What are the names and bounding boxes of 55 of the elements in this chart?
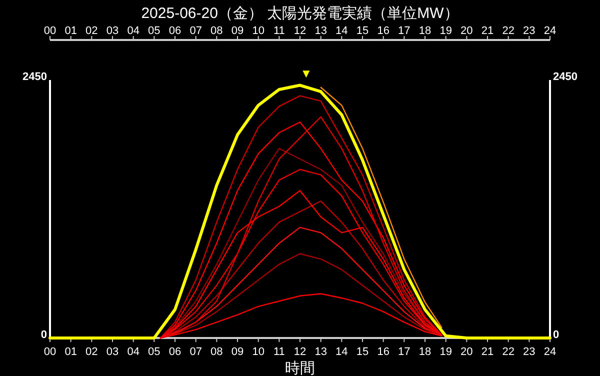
annotation: ▼ bbox=[300, 66, 312, 80]
x-tick-label: 18 bbox=[418, 346, 432, 358]
x-tick-label: 01 bbox=[64, 346, 77, 358]
x2-tick-label: 16 bbox=[377, 25, 390, 37]
x-tick-label: 09 bbox=[231, 346, 244, 358]
x-tick-label: 13 bbox=[314, 346, 327, 358]
x2-tick-label: 14 bbox=[336, 25, 348, 37]
x2-tick-label: 12 bbox=[294, 25, 306, 37]
x-tick-label: 17 bbox=[398, 346, 410, 358]
x-tick-label: 19 bbox=[440, 346, 452, 358]
y2-tick-label: 0 bbox=[553, 329, 560, 341]
x-tick-label: 23 bbox=[523, 346, 536, 358]
x2-tick-label: 05 bbox=[148, 25, 160, 37]
x2-tick-label: 08 bbox=[210, 25, 223, 37]
x2-tick-label: 19 bbox=[440, 25, 452, 37]
x2-tick-label: 07 bbox=[190, 25, 202, 37]
x-tick-label: 04 bbox=[127, 346, 140, 358]
x-tick-label: 05 bbox=[148, 346, 160, 358]
x2-tick-label: 09 bbox=[231, 25, 244, 37]
x-tick-label: 02 bbox=[86, 346, 98, 358]
x-axis-title: 時間 bbox=[285, 360, 315, 376]
x-tick-label: 06 bbox=[168, 346, 182, 358]
x2-tick-label: 03 bbox=[106, 25, 119, 37]
x-tick-label: 12 bbox=[294, 346, 306, 358]
x2-tick-label: 02 bbox=[86, 25, 98, 37]
x2-tick-label: 13 bbox=[314, 25, 327, 37]
x-tick-label: 24 bbox=[544, 346, 556, 358]
x2-tick-label: 10 bbox=[252, 25, 264, 37]
x2-tick-label: 17 bbox=[398, 25, 410, 37]
x-tick-label: 10 bbox=[252, 346, 264, 358]
x2-tick-label: 11 bbox=[273, 25, 285, 37]
x-tick-label: 15 bbox=[356, 346, 369, 358]
x2-tick-label: 21 bbox=[481, 25, 494, 37]
x-tick-label: 16 bbox=[377, 346, 390, 358]
x-tick-label: 20 bbox=[460, 346, 473, 358]
x2-tick-label: 23 bbox=[523, 25, 536, 37]
x-tick-label: 08 bbox=[210, 346, 223, 358]
x2-tick-label: 00 bbox=[44, 25, 56, 37]
x2-tick-label: 20 bbox=[460, 25, 473, 37]
x2-tick-label: 04 bbox=[127, 25, 140, 37]
x2-tick-label: 01 bbox=[64, 25, 77, 37]
x2-tick-label: 18 bbox=[418, 25, 432, 37]
x2-tick-label: 15 bbox=[356, 25, 369, 37]
x-tick-label: 14 bbox=[336, 346, 348, 358]
x2-tick-label: 22 bbox=[502, 25, 514, 37]
x2-tick-label: 06 bbox=[168, 25, 182, 37]
x-tick-label: 07 bbox=[190, 346, 202, 358]
x-tick-label: 00 bbox=[44, 346, 56, 358]
x-tick-label: 21 bbox=[481, 346, 494, 358]
x-tick-label: 03 bbox=[106, 346, 119, 358]
x-tick-label: 11 bbox=[273, 346, 285, 358]
x2-tick-label: 24 bbox=[544, 25, 556, 37]
x-tick-label: 22 bbox=[502, 346, 514, 358]
y2-tick-label: 2450 bbox=[553, 71, 578, 83]
chart-title: 2025-06-20（金） 太陽光発電実績（単位MW） bbox=[141, 5, 459, 22]
